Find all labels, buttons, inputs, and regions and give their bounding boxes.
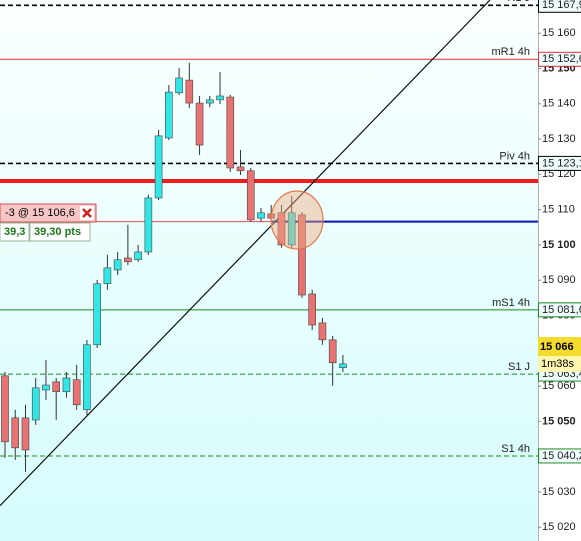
pnl: 39,3	[4, 226, 25, 238]
trendline	[0, 0, 491, 507]
candle-body	[124, 257, 132, 263]
candle-body	[339, 363, 347, 369]
y-tick-label: 15 130	[542, 133, 576, 145]
level-price-box	[538, 51, 581, 67]
highlight-ellipse	[270, 190, 324, 250]
y-tick-label: 15 110	[542, 204, 575, 216]
candle-body	[318, 322, 327, 341]
y-tick-label: 15 100	[542, 239, 576, 251]
candle-body	[1, 375, 9, 443]
candle-body	[31, 387, 40, 421]
timer: 1m38s	[541, 358, 575, 370]
candle-body	[93, 283, 101, 346]
candle-body	[236, 166, 245, 172]
pnl-points-box	[29, 222, 91, 242]
candle-body	[175, 77, 183, 94]
last-price: 15 066	[540, 341, 574, 353]
candle-body	[72, 379, 81, 406]
pnl-box	[0, 222, 30, 242]
level-price-box	[538, 155, 581, 171]
candle-body	[144, 197, 153, 253]
candle-body	[277, 212, 286, 246]
y-tick-label: 15 050	[542, 415, 576, 427]
candle-body	[287, 212, 296, 246]
level-name: S1 J	[508, 361, 530, 373]
candle-body	[42, 384, 50, 391]
candle-body	[113, 259, 122, 271]
candle-body	[257, 212, 265, 219]
level-price-box	[538, 302, 581, 318]
candle-body	[83, 344, 91, 411]
y-tick-label: 15 140	[542, 98, 576, 110]
level-name: mR1 4h	[491, 46, 530, 58]
level-price: 15 040,2	[542, 450, 581, 462]
y-tick-label: 15 030	[542, 486, 576, 498]
candle-body	[216, 95, 224, 101]
plot-background	[0, 0, 538, 541]
level-price: 15 152,6	[542, 53, 581, 65]
y-tick-label: 15 120	[542, 168, 576, 180]
level-name: Piv 4h	[499, 150, 530, 162]
timer-box	[538, 356, 581, 372]
level-name: mS1 4h	[492, 297, 530, 309]
candle-body	[103, 267, 112, 285]
y-tick-label: 15 060	[542, 380, 576, 392]
candle-body	[206, 99, 214, 104]
level-name: R1 J	[507, 0, 530, 4]
candle-body	[21, 417, 30, 451]
pnl-points: 39,30 pts	[34, 226, 81, 238]
candle-body	[62, 377, 71, 393]
candle-body	[246, 170, 255, 221]
level-price: 15 123,1	[542, 157, 581, 169]
level-price-box	[538, 0, 581, 13]
candle-body	[154, 135, 163, 199]
close-icon[interactable]	[82, 208, 92, 218]
y-tick-label: 15 020	[542, 521, 576, 533]
candle-body	[11, 417, 20, 449]
candle-body	[308, 293, 317, 326]
candle-body	[134, 251, 142, 261]
position-label: -3 @ 15 106,6	[5, 207, 75, 219]
candle-body	[185, 79, 194, 104]
position-label-box	[0, 203, 97, 223]
position-box[interactable]: -3 @ 15 106,6 39,3 39,30 pts	[0, 203, 97, 242]
level-name: S1 4h	[501, 443, 530, 455]
level-price-box	[538, 448, 581, 464]
candle-body	[195, 102, 204, 146]
level-price: 15 081,6	[542, 304, 581, 316]
candle-body	[226, 96, 235, 169]
level-price: 15 167,9	[542, 0, 581, 11]
y-tick-label: 15 090	[542, 274, 576, 286]
last-price-box	[538, 337, 581, 356]
candle-body	[328, 339, 337, 364]
candle-body	[298, 214, 306, 296]
y-tick-label: 15 160	[542, 27, 576, 39]
candle-body	[52, 381, 61, 393]
candle-body	[165, 91, 173, 139]
